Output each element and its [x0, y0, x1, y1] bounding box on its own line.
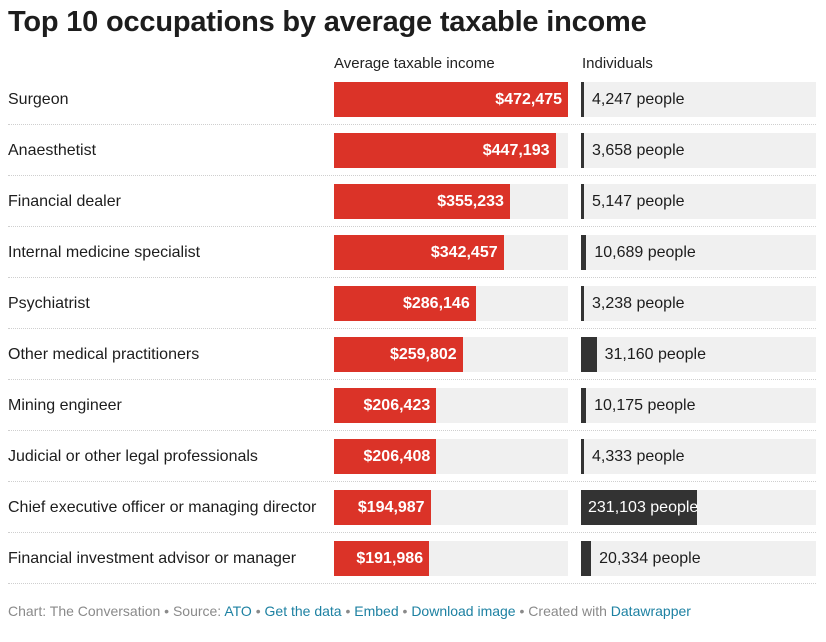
category-label: Chief executive officer or managing dire…	[8, 499, 317, 516]
individuals-bar-track	[581, 439, 816, 474]
footer-dot: •	[519, 603, 529, 619]
category-label: Psychiatrist	[8, 295, 90, 312]
footer-created-with: Created with	[528, 603, 607, 619]
individuals-value-label: 4,247 people	[592, 91, 685, 108]
category-label: Internal medicine specialist	[8, 244, 201, 261]
chart-row: Mining engineer $206,423 10,175 people	[0, 380, 826, 431]
row-separator	[8, 328, 816, 329]
individuals-bar	[581, 490, 697, 525]
category-label: Other medical practitioners	[8, 346, 200, 363]
chart-title: Top 10 occupations by average taxable in…	[8, 6, 647, 38]
category-label: Judicial or other legal professionals	[8, 448, 258, 465]
footer-source-label: Source:	[172, 603, 222, 619]
income-value-label: $206,408	[363, 448, 431, 465]
footer-dot: •	[164, 603, 173, 619]
individuals-bar	[581, 184, 584, 219]
individuals-bar-track	[581, 541, 816, 576]
income-bar	[334, 439, 437, 474]
individuals-value-label: 10,689 people	[594, 244, 696, 261]
individuals-bar	[581, 133, 584, 168]
individuals-bar-track	[581, 337, 816, 372]
datawrapper-link[interactable]: Datawrapper	[610, 603, 691, 619]
income-value-label: $447,193	[482, 142, 550, 159]
chart-footer: Chart: The Conversation • Source: ATO • …	[8, 603, 691, 619]
chart-row: Internal medicine specialist $342,457 10,6…	[0, 227, 826, 278]
individuals-bar-track	[581, 286, 816, 321]
income-value-label: $355,233	[437, 193, 504, 210]
individuals-bar	[581, 82, 584, 117]
income-value-label: $191,986	[356, 550, 424, 567]
income-bar	[334, 388, 437, 423]
chart-row: Financial investment advisor or manager $…	[0, 533, 826, 584]
chart-row: Financial dealer $355,233 5,147 people	[0, 176, 826, 227]
category-label: Anaesthetist	[8, 142, 97, 159]
individuals-bar	[581, 286, 584, 321]
individuals-bar	[581, 388, 587, 423]
row-separator	[8, 481, 816, 482]
income-value-label: $472,475	[495, 91, 562, 108]
footer-credit: Chart: The Conversation	[8, 603, 161, 619]
individuals-bar-track	[581, 133, 816, 168]
individuals-bar-track	[581, 235, 816, 270]
income-bar	[334, 337, 463, 372]
individuals-value-label: 3,658 people	[592, 142, 685, 159]
individuals-value-label: 31,160 people	[604, 346, 707, 363]
income-bar	[334, 82, 568, 117]
chart-row: Chief executive officer or managing dire…	[0, 482, 826, 533]
income-value-label: $342,457	[430, 244, 498, 261]
individuals-bar-track	[581, 388, 816, 423]
row-separator	[8, 124, 816, 125]
chart-row: Anaesthetist $447,193 3,658 people	[0, 125, 826, 176]
row-separator	[8, 430, 816, 431]
individuals-value-label: 5,147 people	[592, 193, 685, 210]
footer-dot: •	[345, 603, 355, 619]
individuals-bar	[581, 235, 587, 270]
individuals-value-label: 20,334 people	[599, 550, 701, 567]
row-separator	[8, 226, 816, 227]
get-data-link[interactable]: Get the data	[264, 603, 342, 619]
column-header-income: Average taxable income	[334, 55, 495, 72]
individuals-bar-track	[581, 82, 816, 117]
footer-dot: •	[255, 603, 265, 619]
income-bar	[334, 133, 556, 168]
individuals-value-label: 231,103 people	[588, 499, 699, 516]
individuals-value-label: 3,238 people	[592, 295, 685, 312]
income-bar	[334, 490, 431, 525]
category-label: Mining engineer	[8, 397, 122, 414]
individuals-bar-track	[581, 184, 816, 219]
column-header-individuals: Individuals	[582, 55, 653, 72]
chart-row: Psychiatrist $286,146 3,238 people	[0, 278, 826, 329]
row-separator	[8, 379, 816, 380]
individuals-bar	[581, 541, 592, 576]
row-separator	[8, 583, 816, 584]
embed-link[interactable]: Embed	[354, 603, 399, 619]
category-label: Surgeon	[8, 91, 69, 108]
income-value-label: $259,802	[389, 346, 457, 363]
chart-row: Judicial or other legal professionals $20…	[0, 431, 826, 482]
individuals-value-label: 4,333 people	[592, 448, 685, 465]
individuals-value-label: 10,175 people	[594, 397, 696, 414]
row-separator	[8, 175, 816, 176]
income-bar	[334, 541, 430, 576]
footer-dot: •	[402, 603, 412, 619]
row-separator	[8, 277, 816, 278]
individuals-bar	[581, 337, 597, 372]
income-value-label: $286,146	[402, 295, 470, 312]
income-value-label: $206,423	[363, 397, 431, 414]
category-label: Financial investment advisor or manager	[8, 550, 297, 567]
category-label: Financial dealer	[8, 193, 121, 210]
chart-row: Surgeon $472,475 4,247 people	[0, 74, 826, 125]
chart-row: Other medical practitioners $259,802 31,16…	[0, 329, 826, 380]
income-bar	[334, 184, 510, 219]
income-bar	[334, 286, 476, 321]
individuals-bar	[581, 439, 584, 474]
income-bar	[334, 235, 504, 270]
download-image-link[interactable]: Download image	[411, 603, 516, 619]
income-value-label: $194,987	[357, 499, 425, 516]
row-separator	[8, 532, 816, 533]
source-link[interactable]: ATO	[224, 603, 252, 619]
